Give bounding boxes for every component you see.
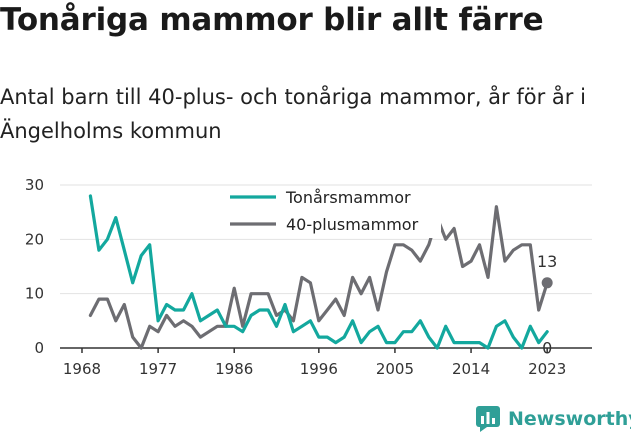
chart-title: Tonåriga mammor blir allt färre	[0, 2, 544, 38]
chart-bubble-icon	[476, 406, 500, 432]
axis-layer: 0 10 20 30 1968 1977 1986 1996 2005 2014 2023	[25, 176, 592, 378]
y-tick-label: 30	[25, 176, 44, 194]
x-tick-label: 1986	[215, 360, 253, 378]
chart-subtitle: Antal barn till 40-plus- och tonåriga ma…	[0, 85, 586, 143]
x-tick-label: 2023	[528, 360, 566, 378]
line-chart: 0 10 20 30 1968 1977 1986 1996 2005 2014 2023 Tonå…	[25, 176, 592, 378]
y-tick-label: 20	[25, 230, 44, 248]
end-point-40-plusmammor	[541, 277, 553, 289]
y-tick-label: 0	[34, 339, 44, 357]
legend-label: 40-plusmammor	[286, 215, 419, 234]
legend-label: Tonårsmammor	[285, 188, 411, 207]
x-tick-label: 1977	[139, 360, 177, 378]
end-label-tonarsmammor: 0	[542, 339, 552, 358]
grid-layer	[60, 184, 592, 295]
newsworthy-logo: Newsworthy	[476, 406, 631, 432]
end-labels: 13 0	[537, 252, 557, 358]
x-tick-label: 1968	[63, 360, 101, 378]
x-tick-label: 1996	[300, 360, 338, 378]
y-tick-label: 10	[25, 285, 44, 303]
legend-bg	[226, 187, 441, 211]
series-layer	[88, 194, 549, 350]
brand-name: Newsworthy	[508, 408, 631, 430]
series-line-tonarsmammor	[88, 194, 549, 350]
legend-bg	[226, 214, 441, 238]
x-tick-label: 2005	[376, 360, 414, 378]
end-label-40-plusmammor: 13	[537, 252, 557, 271]
x-tick-label: 2014	[452, 360, 490, 378]
legend: Tonårsmammor 40-plusmammor	[226, 187, 441, 238]
series-line-40-plusmammor	[88, 205, 549, 350]
